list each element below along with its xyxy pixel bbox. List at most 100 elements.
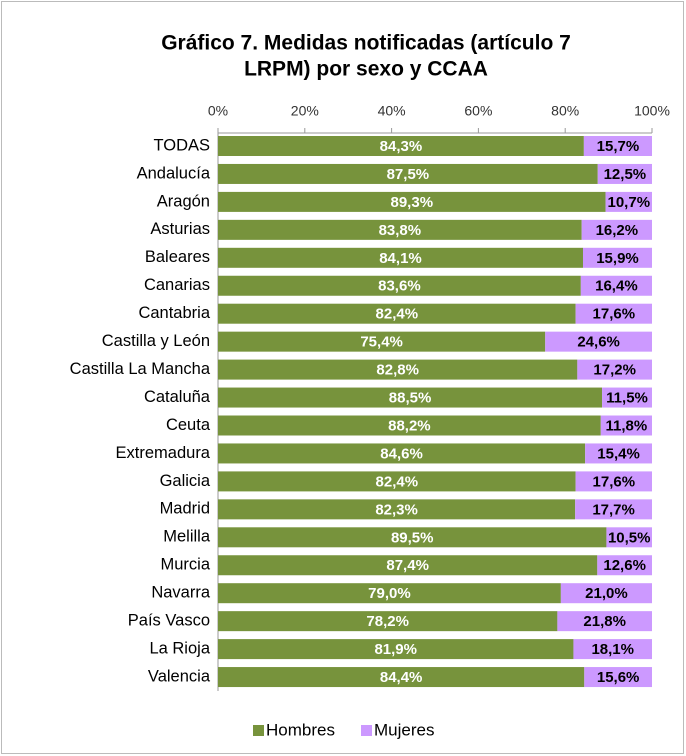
value-label: 15,7% [597, 138, 640, 155]
legend-label: Hombres [266, 720, 335, 739]
bar-segment [218, 583, 561, 604]
value-label: 89,5% [391, 529, 434, 546]
category-label: Extremadura [116, 444, 211, 462]
bar-segment [557, 611, 652, 632]
bar-segment [218, 219, 582, 240]
value-label: 82,8% [376, 362, 419, 379]
bar-segment [600, 415, 652, 436]
bar-segment [218, 499, 576, 520]
value-label: 15,9% [596, 250, 639, 267]
value-label: 12,5% [604, 166, 647, 183]
bar-segment [218, 191, 606, 212]
bar-segment [602, 387, 652, 408]
bar-segment [218, 247, 583, 268]
value-label: 16,4% [595, 278, 638, 295]
bar-segment [581, 219, 652, 240]
legend-swatch [253, 725, 264, 736]
bar-segment [218, 527, 607, 548]
category-label: Castilla y León [102, 332, 210, 350]
value-label: 84,3% [380, 138, 423, 155]
value-label: 15,6% [597, 669, 640, 686]
bar-segment [218, 443, 586, 464]
bar-segment [573, 639, 652, 660]
value-label: 81,9% [374, 641, 417, 658]
category-label: Andalucía [137, 164, 211, 182]
category-label: Baleares [145, 248, 210, 266]
bar-segment [575, 471, 652, 492]
bar-segment [597, 163, 652, 184]
bar-segment [218, 555, 598, 576]
value-label: 75,4% [360, 334, 403, 351]
bar-segment [218, 163, 598, 184]
value-label: 10,7% [608, 194, 651, 211]
value-label: 17,7% [592, 501, 635, 518]
x-tick-label: 60% [464, 103, 492, 119]
category-label: Canarias [144, 276, 210, 294]
value-label: 17,2% [593, 362, 636, 379]
value-label: 21,0% [585, 585, 628, 602]
category-label: Melilla [163, 528, 211, 546]
value-label: 10,5% [608, 529, 651, 546]
x-tick-label: 0% [208, 103, 228, 119]
bar-segment [218, 667, 585, 688]
value-label: 83,8% [379, 222, 422, 239]
category-label: Ceuta [166, 416, 211, 434]
bar-segment [584, 667, 652, 688]
bar-segment [545, 331, 652, 352]
value-label: 17,6% [593, 306, 636, 323]
category-label: La Rioja [149, 639, 210, 657]
value-label: 84,4% [380, 669, 423, 686]
x-tick-label: 20% [291, 103, 319, 119]
value-label: 16,2% [596, 222, 639, 239]
value-label: 84,6% [380, 445, 423, 462]
category-label: Navarra [151, 584, 211, 602]
value-label: 88,5% [389, 390, 432, 407]
bar-segment [218, 136, 584, 156]
bar-segment [577, 359, 652, 380]
category-label: Valencia [148, 667, 211, 685]
value-label: 15,4% [597, 445, 640, 462]
category-label: Madrid [160, 500, 210, 518]
value-label: 21,8% [583, 613, 626, 630]
category-label: Cantabria [138, 304, 210, 322]
value-label: 89,3% [391, 194, 434, 211]
chart-title: Gráfico 7. Medidas notificadas (artículo… [161, 32, 571, 55]
bar-segment [218, 275, 581, 296]
bar-segment [582, 247, 652, 268]
category-label: Cataluña [144, 388, 211, 406]
bar-segment [575, 303, 652, 324]
category-label: Galicia [160, 472, 211, 490]
chart-title: LRPM) por sexo y CCAA [244, 58, 488, 81]
value-label: 82,3% [375, 501, 418, 518]
bar-segment [580, 275, 652, 296]
value-label: 11,8% [606, 417, 648, 434]
bar-segment [583, 136, 652, 156]
value-label: 24,6% [577, 334, 620, 351]
bar-segment [218, 639, 574, 660]
bar-segment [560, 583, 652, 604]
value-label: 82,4% [376, 306, 419, 323]
bar-segment [597, 555, 652, 576]
bar-segment [218, 387, 603, 408]
value-label: 18,1% [591, 641, 634, 658]
value-label: 17,6% [593, 473, 636, 490]
value-label: 83,6% [378, 278, 421, 295]
value-label: 11,5% [606, 390, 648, 407]
bar-segment [606, 527, 652, 548]
value-label: 84,1% [379, 250, 422, 267]
value-label: 87,4% [386, 557, 429, 574]
category-label: Aragón [157, 192, 210, 210]
value-label: 88,2% [388, 417, 431, 434]
bar-segment [585, 443, 652, 464]
category-label: Asturias [150, 220, 210, 238]
value-label: 78,2% [366, 613, 409, 630]
category-label: País Vasco [128, 612, 210, 630]
value-label: 82,4% [376, 473, 419, 490]
bar-segment [218, 471, 576, 492]
category-label: Castilla La Mancha [70, 360, 211, 378]
bar-segment [218, 359, 578, 380]
x-tick-label: 100% [634, 103, 670, 119]
value-label: 12,6% [603, 557, 646, 574]
category-label: Murcia [160, 556, 210, 574]
